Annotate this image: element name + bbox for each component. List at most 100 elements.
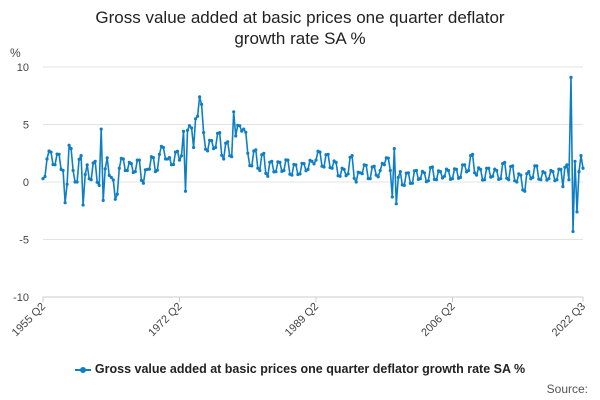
data-point (198, 95, 202, 99)
data-point (71, 168, 75, 173)
data-point (171, 162, 176, 167)
data-point (298, 172, 302, 176)
data-point (214, 145, 218, 150)
data-point (346, 172, 350, 176)
data-point (519, 173, 523, 177)
data-point (402, 183, 406, 187)
data-point (563, 165, 567, 169)
data-point (187, 124, 192, 128)
data-point (360, 172, 364, 176)
data-point (515, 180, 519, 184)
data-point (167, 156, 172, 160)
x-tick-label: 1989 Q2 (283, 301, 321, 339)
data-point (107, 173, 111, 177)
series-group (41, 75, 585, 234)
x-tick-label: 1972 Q2 (146, 301, 184, 339)
data-point (250, 164, 254, 168)
data-point (111, 178, 115, 182)
chart-title-line-2: growth rate SA % (234, 29, 366, 48)
y-tick-label: -10 (13, 292, 29, 304)
data-point (434, 178, 439, 182)
data-point (473, 171, 477, 175)
data-point (463, 163, 467, 167)
data-point (266, 174, 270, 178)
data-point (190, 126, 194, 130)
grid-lines (43, 66, 583, 298)
data-point (230, 155, 234, 159)
source-label: Source: (546, 382, 588, 396)
data-point (89, 178, 93, 182)
data-point (240, 129, 244, 133)
data-point (352, 176, 356, 180)
data-point (103, 167, 107, 171)
data-point (139, 178, 143, 182)
data-point (430, 165, 434, 169)
data-point (242, 127, 246, 131)
data-point (222, 157, 226, 161)
data-point (113, 197, 117, 201)
data-point (125, 168, 129, 173)
data-point (278, 160, 282, 164)
y-tick-label: 5 (23, 120, 29, 132)
data-point (57, 152, 61, 156)
y-tick-label: 10 (17, 62, 29, 74)
data-point (410, 181, 414, 185)
data-point (350, 154, 354, 158)
data-point (442, 174, 447, 178)
data-point (254, 148, 258, 152)
data-point (368, 177, 372, 181)
data-point (565, 163, 569, 167)
data-point (354, 180, 358, 184)
data-point (302, 162, 306, 166)
data-point (77, 157, 81, 161)
legend-dot-marker (79, 366, 86, 373)
data-point (147, 167, 151, 171)
data-point (286, 158, 290, 162)
data-point (511, 164, 515, 168)
data-point (75, 180, 79, 184)
data-point (390, 195, 394, 199)
data-point (326, 152, 330, 156)
data-point (376, 175, 380, 179)
data-point (65, 182, 69, 186)
data-point (426, 179, 430, 183)
data-point (262, 151, 266, 155)
data-point (218, 131, 222, 135)
data-point (95, 180, 99, 184)
data-point (342, 167, 346, 171)
data-point (85, 163, 89, 167)
data-point (183, 189, 188, 193)
data-point (575, 210, 579, 214)
data-point (137, 158, 141, 162)
data-point (63, 201, 67, 205)
data-point (192, 145, 196, 150)
data-point (226, 140, 230, 144)
series-line (42, 76, 584, 233)
data-point (157, 152, 161, 156)
data-point (559, 167, 563, 171)
data-point (499, 177, 503, 181)
data-point (210, 139, 214, 143)
x-tick-labels: 1955 Q2 1972 Q2 1989 Q2 2006 Q2 2022 Q3 (10, 297, 588, 339)
chart-title: Gross value added at basic prices one qu… (0, 7, 600, 49)
data-point (79, 154, 83, 158)
data-point (547, 177, 551, 181)
data-point (105, 156, 109, 160)
data-point (185, 128, 190, 132)
data-point (232, 110, 236, 114)
data-point (133, 170, 137, 174)
data-point (175, 149, 180, 153)
data-point (200, 102, 204, 106)
data-point (555, 178, 559, 182)
legend-label: Gross value added at basic prices one qu… (94, 362, 526, 376)
data-point (438, 170, 443, 174)
y-tick-label: -5 (19, 235, 29, 247)
data-point (531, 175, 535, 179)
data-point (386, 156, 390, 160)
data-point (194, 117, 198, 121)
data-point (523, 189, 527, 193)
x-tick-label: 2022 Q3 (550, 301, 588, 339)
legend[interactable]: Gross value added at basic prices one qu… (0, 362, 600, 376)
data-point (573, 159, 577, 163)
chart-title-line-1: Gross value added at basic prices one qu… (95, 8, 505, 27)
